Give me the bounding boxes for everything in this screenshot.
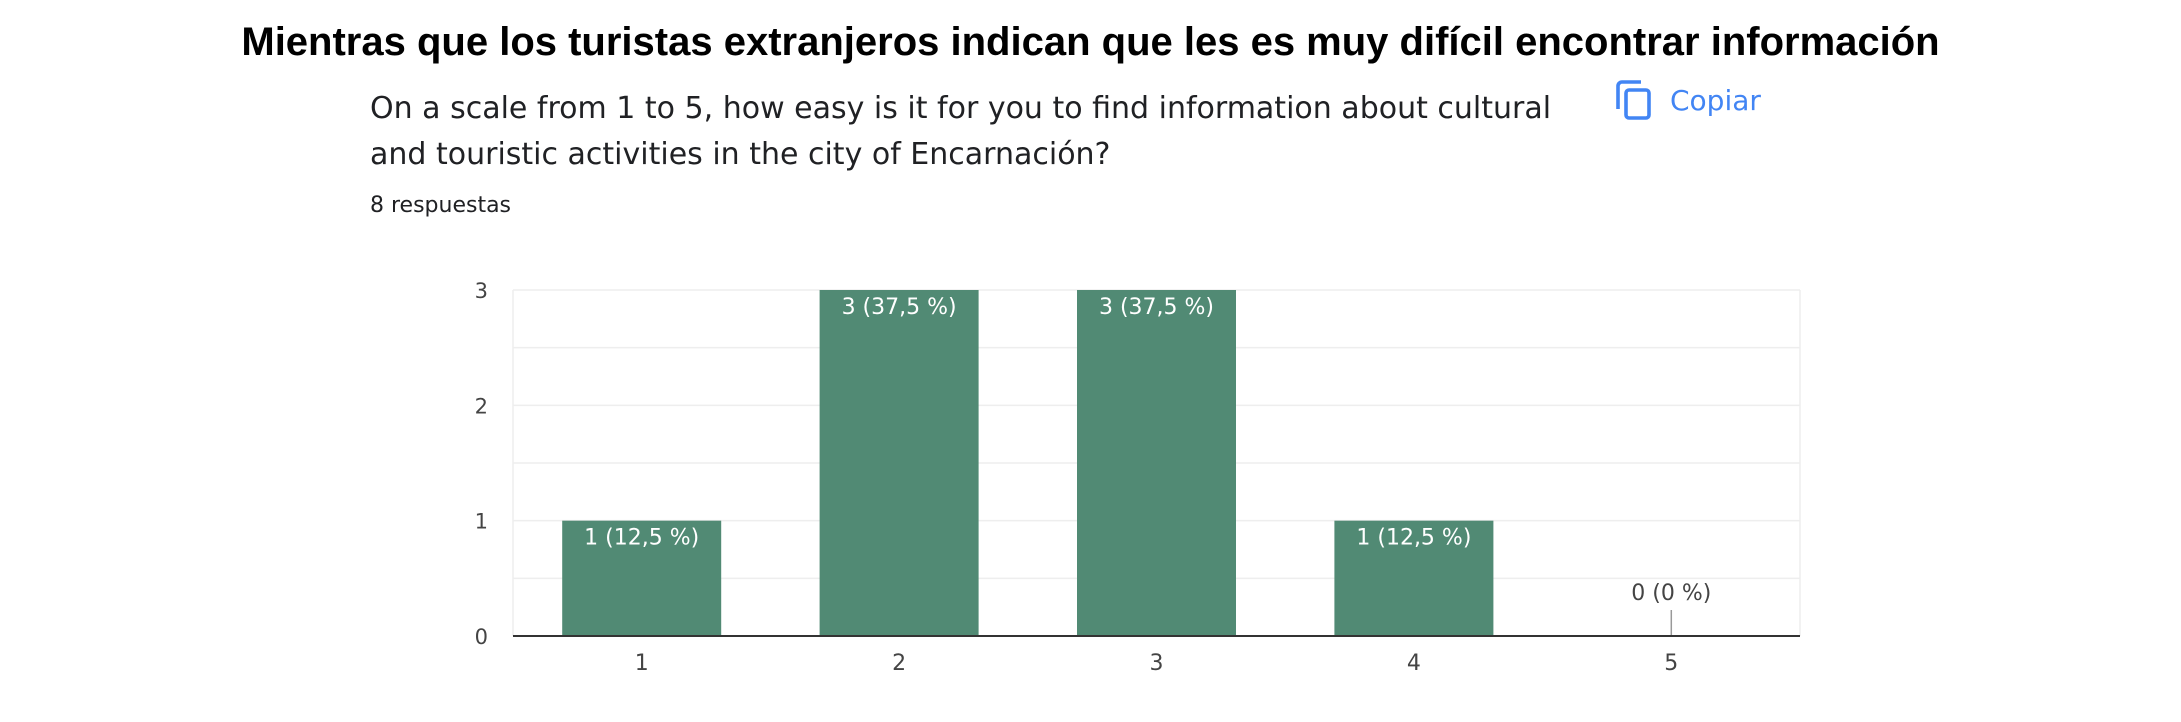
bar-data-label: 1 (12,5 %) — [584, 526, 699, 551]
bar-data-label: 3 (37,5 %) — [1099, 295, 1214, 320]
x-tick-label: 4 — [1407, 651, 1421, 676]
y-tick-label: 2 — [475, 394, 488, 418]
y-tick-label: 1 — [475, 510, 488, 534]
response-count: 8 respuestas — [370, 193, 512, 218]
bar — [562, 520, 722, 636]
bar — [819, 290, 979, 636]
x-tick-label: 2 — [892, 651, 906, 676]
bar-data-label: 1 (12,5 %) — [1356, 526, 1471, 551]
y-tick-label: 0 — [475, 625, 488, 649]
x-tick-label: 1 — [635, 651, 649, 676]
y-tick-label: 3 — [475, 279, 488, 303]
question-text: On a scale from 1 to 5, how easy is it f… — [370, 91, 1552, 172]
bar — [1077, 290, 1236, 636]
copy-icon — [1616, 80, 1652, 120]
x-tick-label: 3 — [1150, 651, 1164, 676]
copy-button[interactable]: Copiar — [1616, 80, 1761, 120]
page-headline: Mientras que los turistas extranjeros in… — [241, 20, 1940, 64]
copy-label: Copiar — [1670, 83, 1761, 117]
bar — [1334, 520, 1494, 636]
bar-data-label: 0 (0 %) — [1631, 581, 1711, 606]
bar-data-label: 3 (37,5 %) — [842, 295, 957, 320]
x-tick-label: 5 — [1664, 651, 1678, 676]
